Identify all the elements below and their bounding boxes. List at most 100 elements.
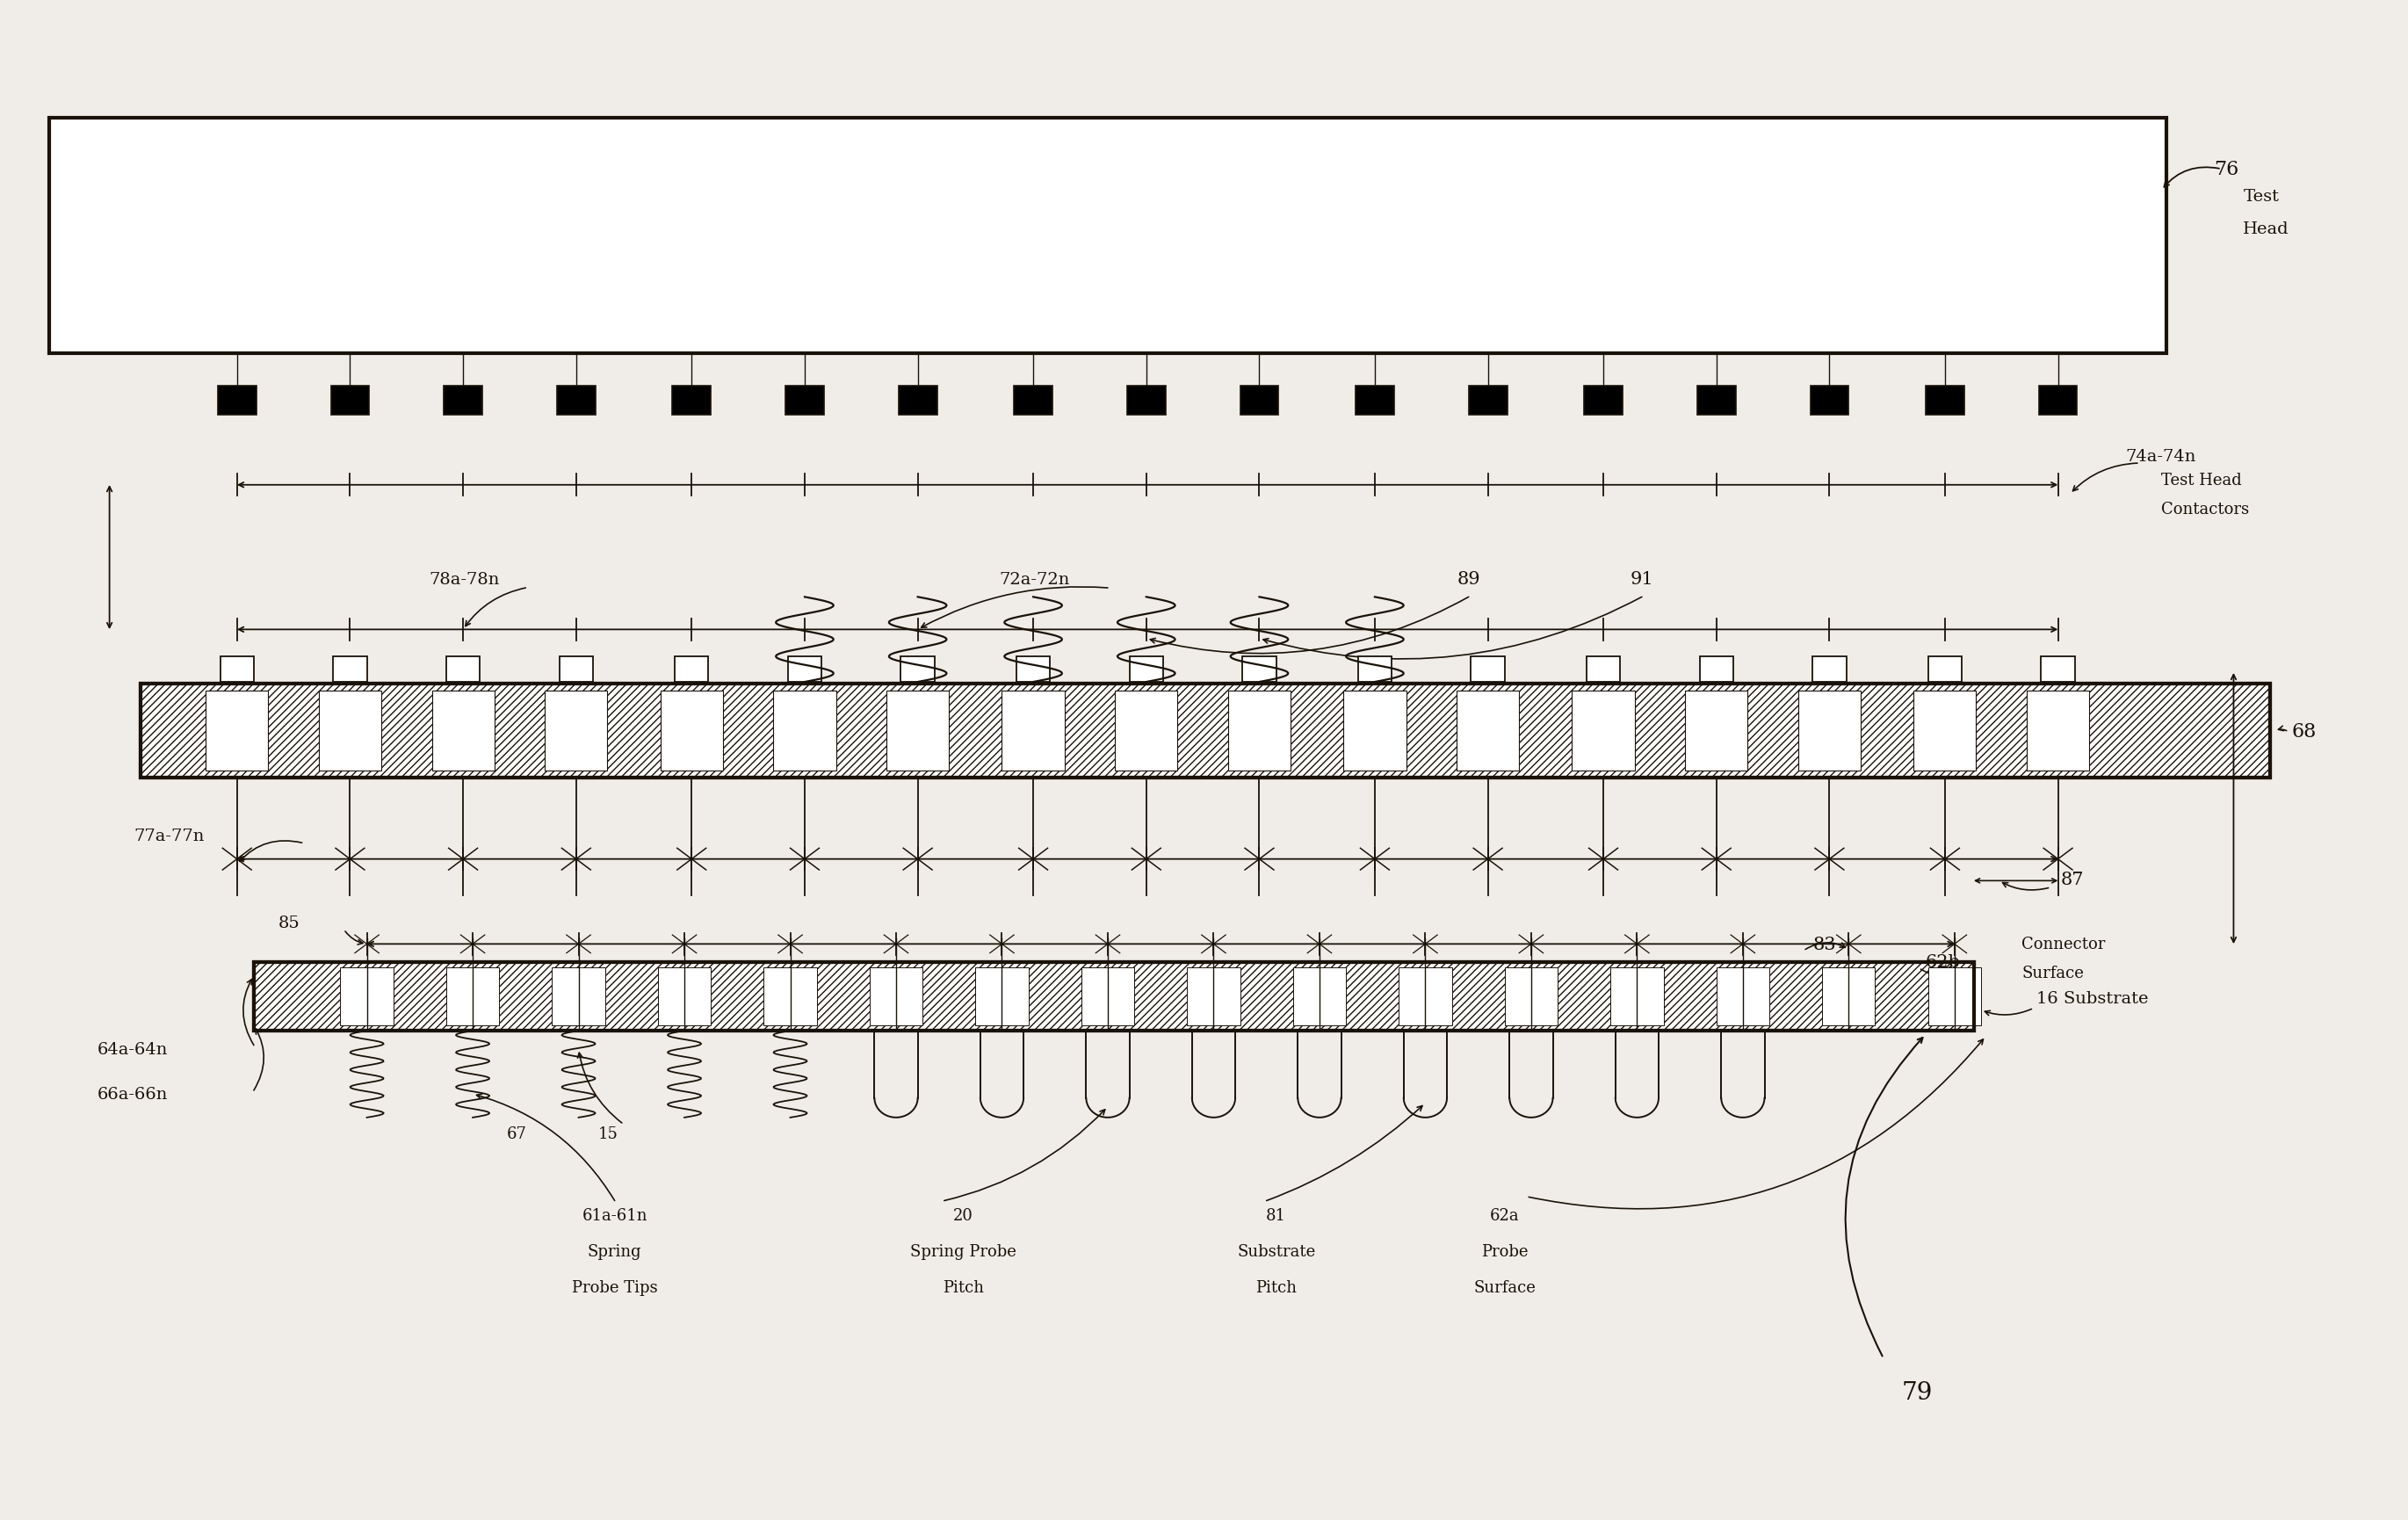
Bar: [2042, 657, 2076, 682]
Text: 72a-72n: 72a-72n: [999, 572, 1069, 587]
Bar: [1929, 968, 1982, 1026]
Text: Substrate: Substrate: [1238, 1243, 1315, 1259]
Text: 89: 89: [1457, 572, 1481, 588]
Bar: [1929, 657, 1963, 682]
Bar: [1356, 386, 1394, 415]
Bar: [1471, 657, 1505, 682]
Bar: [48, 119, 2167, 354]
Bar: [2040, 386, 2078, 415]
Text: 20: 20: [954, 1207, 973, 1224]
Bar: [1813, 657, 1847, 682]
Text: Spring Probe: Spring Probe: [910, 1243, 1016, 1259]
Text: 74a-74n: 74a-74n: [2126, 448, 2196, 465]
Text: 64a-64n: 64a-64n: [96, 1041, 169, 1056]
Bar: [1587, 657, 1621, 682]
Bar: [1358, 657, 1392, 682]
Bar: [1240, 386, 1279, 415]
Text: Test: Test: [2244, 188, 2280, 204]
Bar: [556, 386, 595, 415]
Bar: [1686, 692, 1748, 771]
Bar: [1698, 386, 1736, 415]
Text: 66a-66n: 66a-66n: [96, 1087, 169, 1102]
Bar: [1187, 968, 1240, 1026]
Bar: [1293, 968, 1346, 1026]
Bar: [544, 692, 607, 771]
Bar: [773, 692, 836, 771]
Bar: [1399, 968, 1452, 1026]
Bar: [1344, 692, 1406, 771]
Bar: [1799, 692, 1861, 771]
Bar: [1823, 968, 1876, 1026]
Text: 85: 85: [277, 915, 299, 930]
Bar: [787, 657, 821, 682]
Text: Connector: Connector: [2023, 936, 2105, 952]
Bar: [332, 657, 366, 682]
Bar: [1002, 692, 1064, 771]
Bar: [1717, 968, 1770, 1026]
Bar: [898, 386, 937, 415]
Text: Head: Head: [2244, 220, 2290, 237]
Text: 79: 79: [1902, 1380, 1934, 1404]
Bar: [1228, 692, 1291, 771]
Text: Pitch: Pitch: [944, 1280, 985, 1295]
Bar: [445, 968, 498, 1026]
Bar: [1243, 657, 1276, 682]
Bar: [1469, 386, 1507, 415]
Bar: [975, 968, 1028, 1026]
Bar: [1811, 386, 1849, 415]
Bar: [340, 968, 393, 1026]
Text: Surface: Surface: [2023, 965, 2085, 980]
Text: 15: 15: [597, 1126, 619, 1142]
Text: Surface: Surface: [1474, 1280, 1536, 1295]
Bar: [1115, 692, 1178, 771]
Text: 67: 67: [506, 1126, 527, 1142]
Bar: [443, 386, 482, 415]
Text: Probe: Probe: [1481, 1243, 1529, 1259]
Bar: [1700, 657, 1734, 682]
Bar: [330, 386, 368, 415]
Text: 62b: 62b: [1926, 955, 1960, 971]
Text: Test Head: Test Head: [2162, 473, 2242, 488]
Text: Pitch: Pitch: [1255, 1280, 1298, 1295]
Text: Contactors: Contactors: [2162, 502, 2249, 517]
Text: 16 Substrate: 16 Substrate: [2037, 991, 2148, 1006]
Bar: [1926, 386, 1965, 415]
Bar: [660, 692, 722, 771]
Bar: [253, 962, 1975, 1031]
Bar: [1914, 692, 1977, 771]
Bar: [1611, 968, 1664, 1026]
Bar: [1572, 692, 1635, 771]
Text: 76: 76: [2215, 160, 2239, 179]
Bar: [1014, 386, 1052, 415]
Text: Probe Tips: Probe Tips: [571, 1280, 657, 1295]
Bar: [1081, 968, 1134, 1026]
Text: 62a: 62a: [1491, 1207, 1519, 1224]
Bar: [219, 657, 253, 682]
Bar: [140, 684, 2271, 778]
Bar: [205, 692, 267, 771]
Bar: [785, 386, 824, 415]
Bar: [763, 968, 816, 1026]
Bar: [886, 692, 949, 771]
Bar: [551, 968, 604, 1026]
Text: 61a-61n: 61a-61n: [583, 1207, 648, 1224]
Bar: [217, 386, 255, 415]
Bar: [140, 684, 2271, 778]
Bar: [672, 386, 710, 415]
Bar: [1505, 968, 1558, 1026]
Bar: [869, 968, 922, 1026]
Bar: [1016, 657, 1050, 682]
Bar: [1584, 386, 1623, 415]
Text: 68: 68: [2292, 722, 2316, 740]
Text: 78a-78n: 78a-78n: [429, 572, 501, 587]
Text: 83: 83: [1813, 936, 1835, 953]
Bar: [657, 968, 710, 1026]
Bar: [1127, 386, 1165, 415]
Text: 77a-77n: 77a-77n: [132, 828, 205, 844]
Bar: [559, 657, 592, 682]
Bar: [431, 692, 494, 771]
Bar: [1129, 657, 1163, 682]
Bar: [445, 657, 479, 682]
Bar: [253, 962, 1975, 1031]
Bar: [318, 692, 380, 771]
